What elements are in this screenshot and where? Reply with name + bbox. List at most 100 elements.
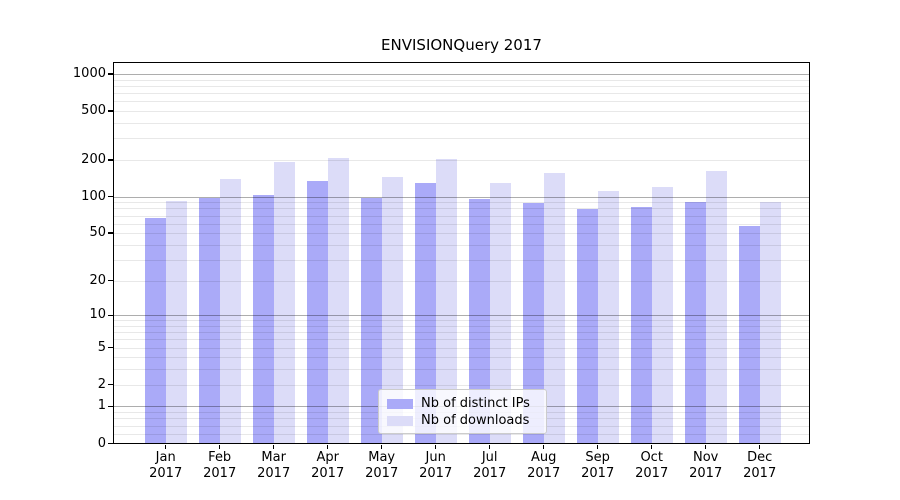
bar-oct-downloads: [651, 186, 673, 444]
x-tick-label-mar: Mar 2017: [257, 450, 291, 481]
x-tick-mark-apr: [326, 445, 329, 449]
y-tick-mark-0: [108, 442, 113, 445]
x-tick-label-sep: Sep 2017: [581, 450, 615, 481]
x-tick-mark-may: [380, 445, 383, 449]
gridline-y-200: [113, 159, 810, 161]
bar-apr-downloads: [327, 157, 349, 444]
bar-nov-distinct-ips: [684, 201, 706, 444]
x-tick-mark-dec: [758, 445, 761, 449]
gridline-y-80: [113, 208, 810, 210]
gridline-y-10: [113, 315, 810, 317]
bar-mar-distinct-ips: [252, 195, 274, 444]
x-tick-mark-sep: [596, 445, 599, 449]
bar-sep-distinct-ips: [576, 209, 598, 444]
gridline-y-100: [113, 196, 810, 198]
gridline-y-8: [113, 325, 810, 327]
x-tick-mark-feb: [218, 445, 221, 449]
y-tick-label-200: 200: [81, 151, 106, 167]
gridline-y-40: [113, 244, 810, 246]
y-tick-label-1: 1: [97, 398, 106, 414]
gridline-y-1000: [113, 74, 810, 75]
gridline-y-9: [113, 320, 810, 322]
gridline-y-500: [113, 111, 810, 113]
y-tick-mark-10: [108, 314, 113, 316]
y-tick-label-100: 100: [81, 188, 106, 204]
x-tick-mark-oct: [650, 445, 653, 449]
y-tick-label-2: 2: [97, 376, 106, 392]
bar-may-downloads: [381, 177, 403, 444]
plot-area: [113, 62, 810, 444]
bar-mar-downloads: [273, 162, 295, 444]
bar-jan-downloads: [165, 201, 187, 444]
x-tick-label-oct: Oct 2017: [635, 450, 669, 481]
y-tick-mark-2: [108, 383, 113, 386]
gridline-y-70: [113, 215, 810, 217]
legend-item-downloads: Nb of downloads: [387, 413, 538, 428]
y-tick-mark-100: [108, 195, 113, 198]
gridline-y-700: [113, 93, 810, 95]
y-tick-label-1000: 1000: [72, 66, 106, 81]
y-tick-label-5: 5: [97, 339, 106, 355]
gridline-y-30: [113, 259, 810, 261]
x-tick-label-jul: Jul 2017: [473, 450, 507, 481]
gridline-y-3: [113, 369, 810, 371]
bar-dec-downloads: [759, 201, 781, 444]
y-tick-mark-50: [108, 232, 113, 234]
gridline-y-4: [113, 357, 810, 359]
gridline-y-20: [113, 280, 810, 282]
gridline-y-7: [113, 332, 810, 334]
bar-oct-distinct-ips: [630, 207, 652, 444]
bar-sep-downloads: [597, 191, 619, 444]
x-tick-mark-nov: [704, 445, 707, 449]
chart-title: ENVISIONQuery 2017: [381, 36, 542, 54]
y-tick-mark-20: [108, 279, 113, 282]
bar-apr-distinct-ips: [306, 180, 328, 444]
bar-jun-distinct-ips: [414, 182, 436, 444]
x-tick-label-aug: Aug 2017: [527, 450, 561, 481]
gridline-y-400: [113, 122, 810, 124]
x-tick-mark-mar: [272, 445, 275, 449]
gridline-y-2: [113, 384, 810, 386]
y-tick-label-500: 500: [81, 103, 106, 119]
legend-item-distinct-ips: Nb of distinct IPs: [387, 396, 538, 411]
x-tick-label-jan: Jan 2017: [149, 450, 183, 481]
gridline-y-5: [113, 347, 810, 349]
x-tick-mark-jun: [434, 445, 437, 449]
y-tick-label-50: 50: [89, 225, 106, 241]
bar-jun-downloads: [435, 159, 457, 444]
y-tick-mark-1000: [108, 73, 113, 75]
legend: Nb of distinct IPs Nb of downloads: [378, 389, 547, 434]
bar-jul-distinct-ips: [468, 198, 490, 444]
gridline-y-60: [113, 223, 810, 225]
y-tick-mark-200: [108, 159, 113, 161]
bar-jul-downloads: [489, 182, 511, 444]
bar-jan-distinct-ips: [144, 217, 166, 444]
bar-aug-distinct-ips: [522, 203, 544, 444]
gridline-y-6: [113, 339, 810, 341]
y-tick-label-0: 0: [97, 435, 106, 451]
bar-feb-downloads: [219, 178, 241, 444]
legend-swatch-distinct-ips-icon: [387, 398, 413, 409]
y-tick-mark-5: [108, 346, 113, 349]
x-tick-label-jun: Jun 2017: [419, 450, 453, 481]
bar-may-distinct-ips: [360, 198, 382, 444]
gridline-y-50: [113, 233, 810, 235]
bar-feb-distinct-ips: [198, 197, 220, 444]
x-tick-label-may: May 2017: [365, 450, 399, 481]
y-tick-label-20: 20: [89, 272, 106, 288]
x-tick-mark-jan: [164, 445, 167, 449]
y-tick-mark-500: [108, 110, 113, 112]
gridline-y-300: [113, 138, 810, 140]
legend-label-downloads: Nb of downloads: [421, 413, 530, 428]
gridline-y-0.2: [113, 433, 810, 435]
legend-label-distinct-ips: Nb of distinct IPs: [421, 396, 530, 411]
x-tick-mark-jul: [488, 445, 491, 449]
y-tick-mark-1: [108, 405, 113, 408]
bar-dec-distinct-ips: [738, 226, 760, 444]
gridline-y-800: [113, 85, 810, 87]
x-tick-label-nov: Nov 2017: [689, 450, 723, 481]
gridline-y-90: [113, 202, 810, 204]
x-tick-label-feb: Feb 2017: [203, 450, 237, 481]
y-tick-label-10: 10: [89, 307, 106, 323]
